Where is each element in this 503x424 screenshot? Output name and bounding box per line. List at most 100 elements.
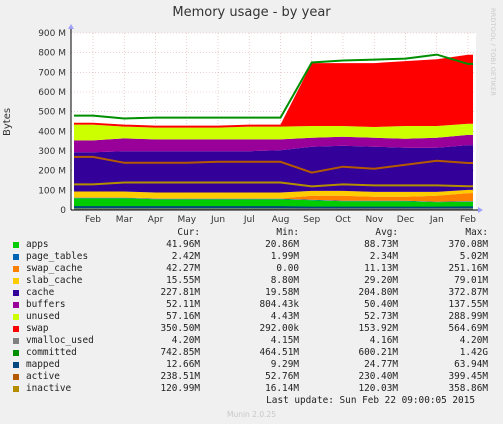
legend-row-page_tables: page_tables 2.42M 1.99M 2.34M 5.02M <box>10 251 488 263</box>
legend-row-buffers: buffers 52.11M 804.43k 50.40M 137.55M <box>10 299 488 311</box>
legend-min-value: 4.15M <box>270 335 299 346</box>
legend-max-value: 358.86M <box>448 383 488 394</box>
legend-swatch <box>13 290 19 296</box>
legend-series-name: active <box>26 371 60 382</box>
area-page_tables <box>74 197 473 203</box>
line-active <box>74 155 473 174</box>
legend-cur-value: 15.55M <box>166 275 200 286</box>
legend-row-swap: swap 350.50M 292.00k 153.92M 564.69M <box>10 323 488 335</box>
legend-max-value: 137.55M <box>448 299 488 310</box>
legend-min-value: 52.76M <box>265 371 299 382</box>
y-tick-label: 900 M <box>38 29 66 39</box>
legend-swatch <box>13 326 19 332</box>
legend-avg-value: 29.20M <box>364 275 398 286</box>
legend-avg-value: 120.03M <box>358 383 398 394</box>
legend-avg-value: 24.77M <box>364 359 398 370</box>
x-tick-label: Aug <box>272 215 290 224</box>
area-swap_cache <box>74 193 473 202</box>
legend-row-swap_cache: swap_cache 42.27M 0.00 11.13M 251.16M <box>10 263 488 275</box>
legend-header-min: Min: <box>276 227 299 238</box>
legend-cur-value: 350.50M <box>160 323 200 334</box>
line-inactive <box>74 181 473 188</box>
legend-series-name: unused <box>26 311 60 322</box>
y-tick-label: 400 M <box>38 127 66 137</box>
legend-swatch <box>13 374 19 380</box>
area-slab_cache <box>74 189 473 199</box>
legend: Cur: Min: Avg: Max: apps 41.96M 20.86M 88.7… <box>10 227 488 395</box>
legend-swatch <box>13 278 19 284</box>
legend-swatch <box>13 302 19 308</box>
x-tick-label: Oct <box>335 215 351 224</box>
area-buffers <box>74 134 473 153</box>
legend-swatch <box>13 254 19 260</box>
legend-row-cache: cache 227.81M 19.58M 204.80M 372.87M <box>10 287 488 299</box>
legend-avg-value: 88.73M <box>364 239 398 250</box>
legend-series-name: swap_cache <box>26 263 83 274</box>
line-committed <box>74 53 473 120</box>
legend-header-max: Max: <box>465 227 488 238</box>
y-tick-label: 500 M <box>38 108 66 118</box>
y-tick-label: 800 M <box>38 49 66 59</box>
legend-avg-value: 4.16M <box>369 335 398 346</box>
x-axis-arrow <box>478 207 483 213</box>
y-axis-arrow <box>68 24 74 29</box>
legend-swatch <box>13 338 19 344</box>
legend-max-value: 251.16M <box>448 263 488 274</box>
legend-row-active: active 238.51M 52.76M 230.40M 399.45M <box>10 371 488 383</box>
legend-swatch <box>13 266 19 272</box>
legend-swatch <box>13 386 19 392</box>
legend-avg-value: 600.21M <box>358 347 398 358</box>
legend-max-value: 79.01M <box>454 275 488 286</box>
memory-chart: 0 100 M 200 M 300 M 400 M 500 M 600 M 700 M 800 … <box>38 24 483 224</box>
legend-min-value: 20.86M <box>265 239 299 250</box>
legend-cur-value: 4.20M <box>171 335 200 346</box>
overlay-lines <box>74 53 473 211</box>
y-tick-label: 300 M <box>38 147 66 157</box>
legend-row-unused: unused 57.16M 4.43M 52.73M 288.99M <box>10 311 488 323</box>
x-tick-label: Sep <box>303 215 320 224</box>
axes: 0 100 M 200 M 300 M 400 M 500 M 600 M 700 M 800 … <box>38 24 483 224</box>
legend-max-value: 399.45M <box>448 371 488 382</box>
legend-series-name: vmalloc_used <box>26 335 94 346</box>
legend-row-apps: apps 41.96M 20.86M 88.73M 370.08M <box>10 239 488 251</box>
legend-series-name: mapped <box>26 359 60 370</box>
legend-header-avg: Avg: <box>375 227 398 238</box>
legend-cur-value: 41.96M <box>166 239 200 250</box>
legend-row-inactive: inactive 120.99M 16.14M 120.03M 358.86M <box>10 383 488 395</box>
legend-avg-value: 153.92M <box>358 323 398 334</box>
legend-max-value: 63.94M <box>454 359 488 370</box>
legend-min-value: 4.43M <box>270 311 299 322</box>
legend-min-value: 0.00 <box>276 263 299 274</box>
legend-avg-value: 50.40M <box>364 299 398 310</box>
legend-min-value: 16.14M <box>265 383 299 394</box>
legend-min-value: 464.51M <box>259 347 299 358</box>
legend-cur-value: 57.16M <box>166 311 200 322</box>
legend-swatch <box>13 314 19 320</box>
legend-min-value: 8.80M <box>270 275 299 286</box>
line-mapped <box>74 206 473 209</box>
legend-avg-value: 230.40M <box>358 371 398 382</box>
legend-cur-value: 238.51M <box>160 371 200 382</box>
legend-cur-value: 227.81M <box>160 287 200 298</box>
x-tick-label: Feb <box>85 215 101 224</box>
graph-title: Memory usage - by year <box>172 5 331 20</box>
legend-avg-value: 52.73M <box>364 311 398 322</box>
legend-series-name: swap <box>26 323 49 334</box>
x-tick-label: Nov <box>365 215 383 224</box>
y-tick-label: 100 M <box>38 186 66 196</box>
legend-row-vmalloc_used: vmalloc_used 4.20M 4.15M 4.16M 4.20M <box>10 335 488 347</box>
legend-row-slab_cache: slab_cache 15.55M 8.80M 29.20M 79.01M <box>10 275 488 287</box>
legend-max-value: 4.20M <box>459 335 488 346</box>
legend-max-value: 370.08M <box>448 239 488 250</box>
legend-max-value: 288.99M <box>448 311 488 322</box>
x-tick-label: Feb <box>460 215 476 224</box>
legend-swatch <box>13 242 19 248</box>
legend-max-value: 1.42G <box>459 347 488 358</box>
area-cache <box>74 145 473 193</box>
legend-header-cur: Cur: <box>177 227 200 238</box>
area-unused <box>74 123 473 141</box>
munin-version: Munin 2.0.25 <box>226 410 277 419</box>
legend-min-value: 804.43k <box>259 299 299 310</box>
y-tick-label: 600 M <box>38 88 66 98</box>
legend-cur-value: 42.27M <box>166 263 200 274</box>
